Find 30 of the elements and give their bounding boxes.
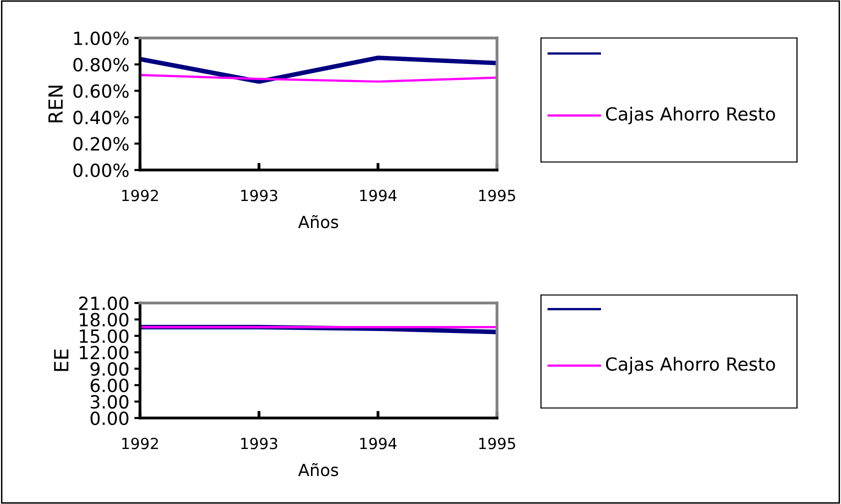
y-axis-title: REN <box>48 86 63 122</box>
y-tick-label: 6.00 <box>90 378 128 392</box>
line-series <box>140 56 497 84</box>
y-axis-title: EE <box>54 349 68 371</box>
y-tick-label: 0.00% <box>73 163 129 178</box>
line-series <box>140 74 497 83</box>
y-tick-label: 0.20% <box>73 137 129 151</box>
y-tick-label: 0.00 <box>90 411 128 426</box>
y-tick-label: 1.00% <box>74 31 129 46</box>
x-tick-label: 1993 <box>241 438 278 450</box>
x-tick-label: 1992 <box>122 438 158 450</box>
x-tick-label: 1993 <box>241 190 278 202</box>
x-tick-label: 1994 <box>360 438 397 450</box>
y-tick-label: 15.00 <box>80 329 128 343</box>
legend-label: Cajas Ahorro Resto <box>606 106 776 124</box>
y-tick-label: 21.00 <box>79 296 128 310</box>
x-tick-label: 1992 <box>122 190 158 202</box>
legend-label: Cajas Ahorro Resto <box>606 356 776 374</box>
y-tick-label: 3.00 <box>90 395 128 409</box>
y-tick-label: 0.40% <box>73 110 129 124</box>
y-tick-label: 0.80% <box>73 58 129 72</box>
y-tick-label: 0.60% <box>73 84 129 98</box>
x-tick-label: 1994 <box>360 190 397 202</box>
x-tick-label: 1995 <box>479 190 516 202</box>
x-axis-title: Años <box>298 215 338 228</box>
y-tick-label: 9.00 <box>90 362 128 376</box>
x-tick-label: 1995 <box>479 438 516 450</box>
y-tick-label: 12.00 <box>80 346 128 360</box>
x-axis-title: Años <box>298 463 338 476</box>
y-tick-label: 18.00 <box>80 312 128 327</box>
